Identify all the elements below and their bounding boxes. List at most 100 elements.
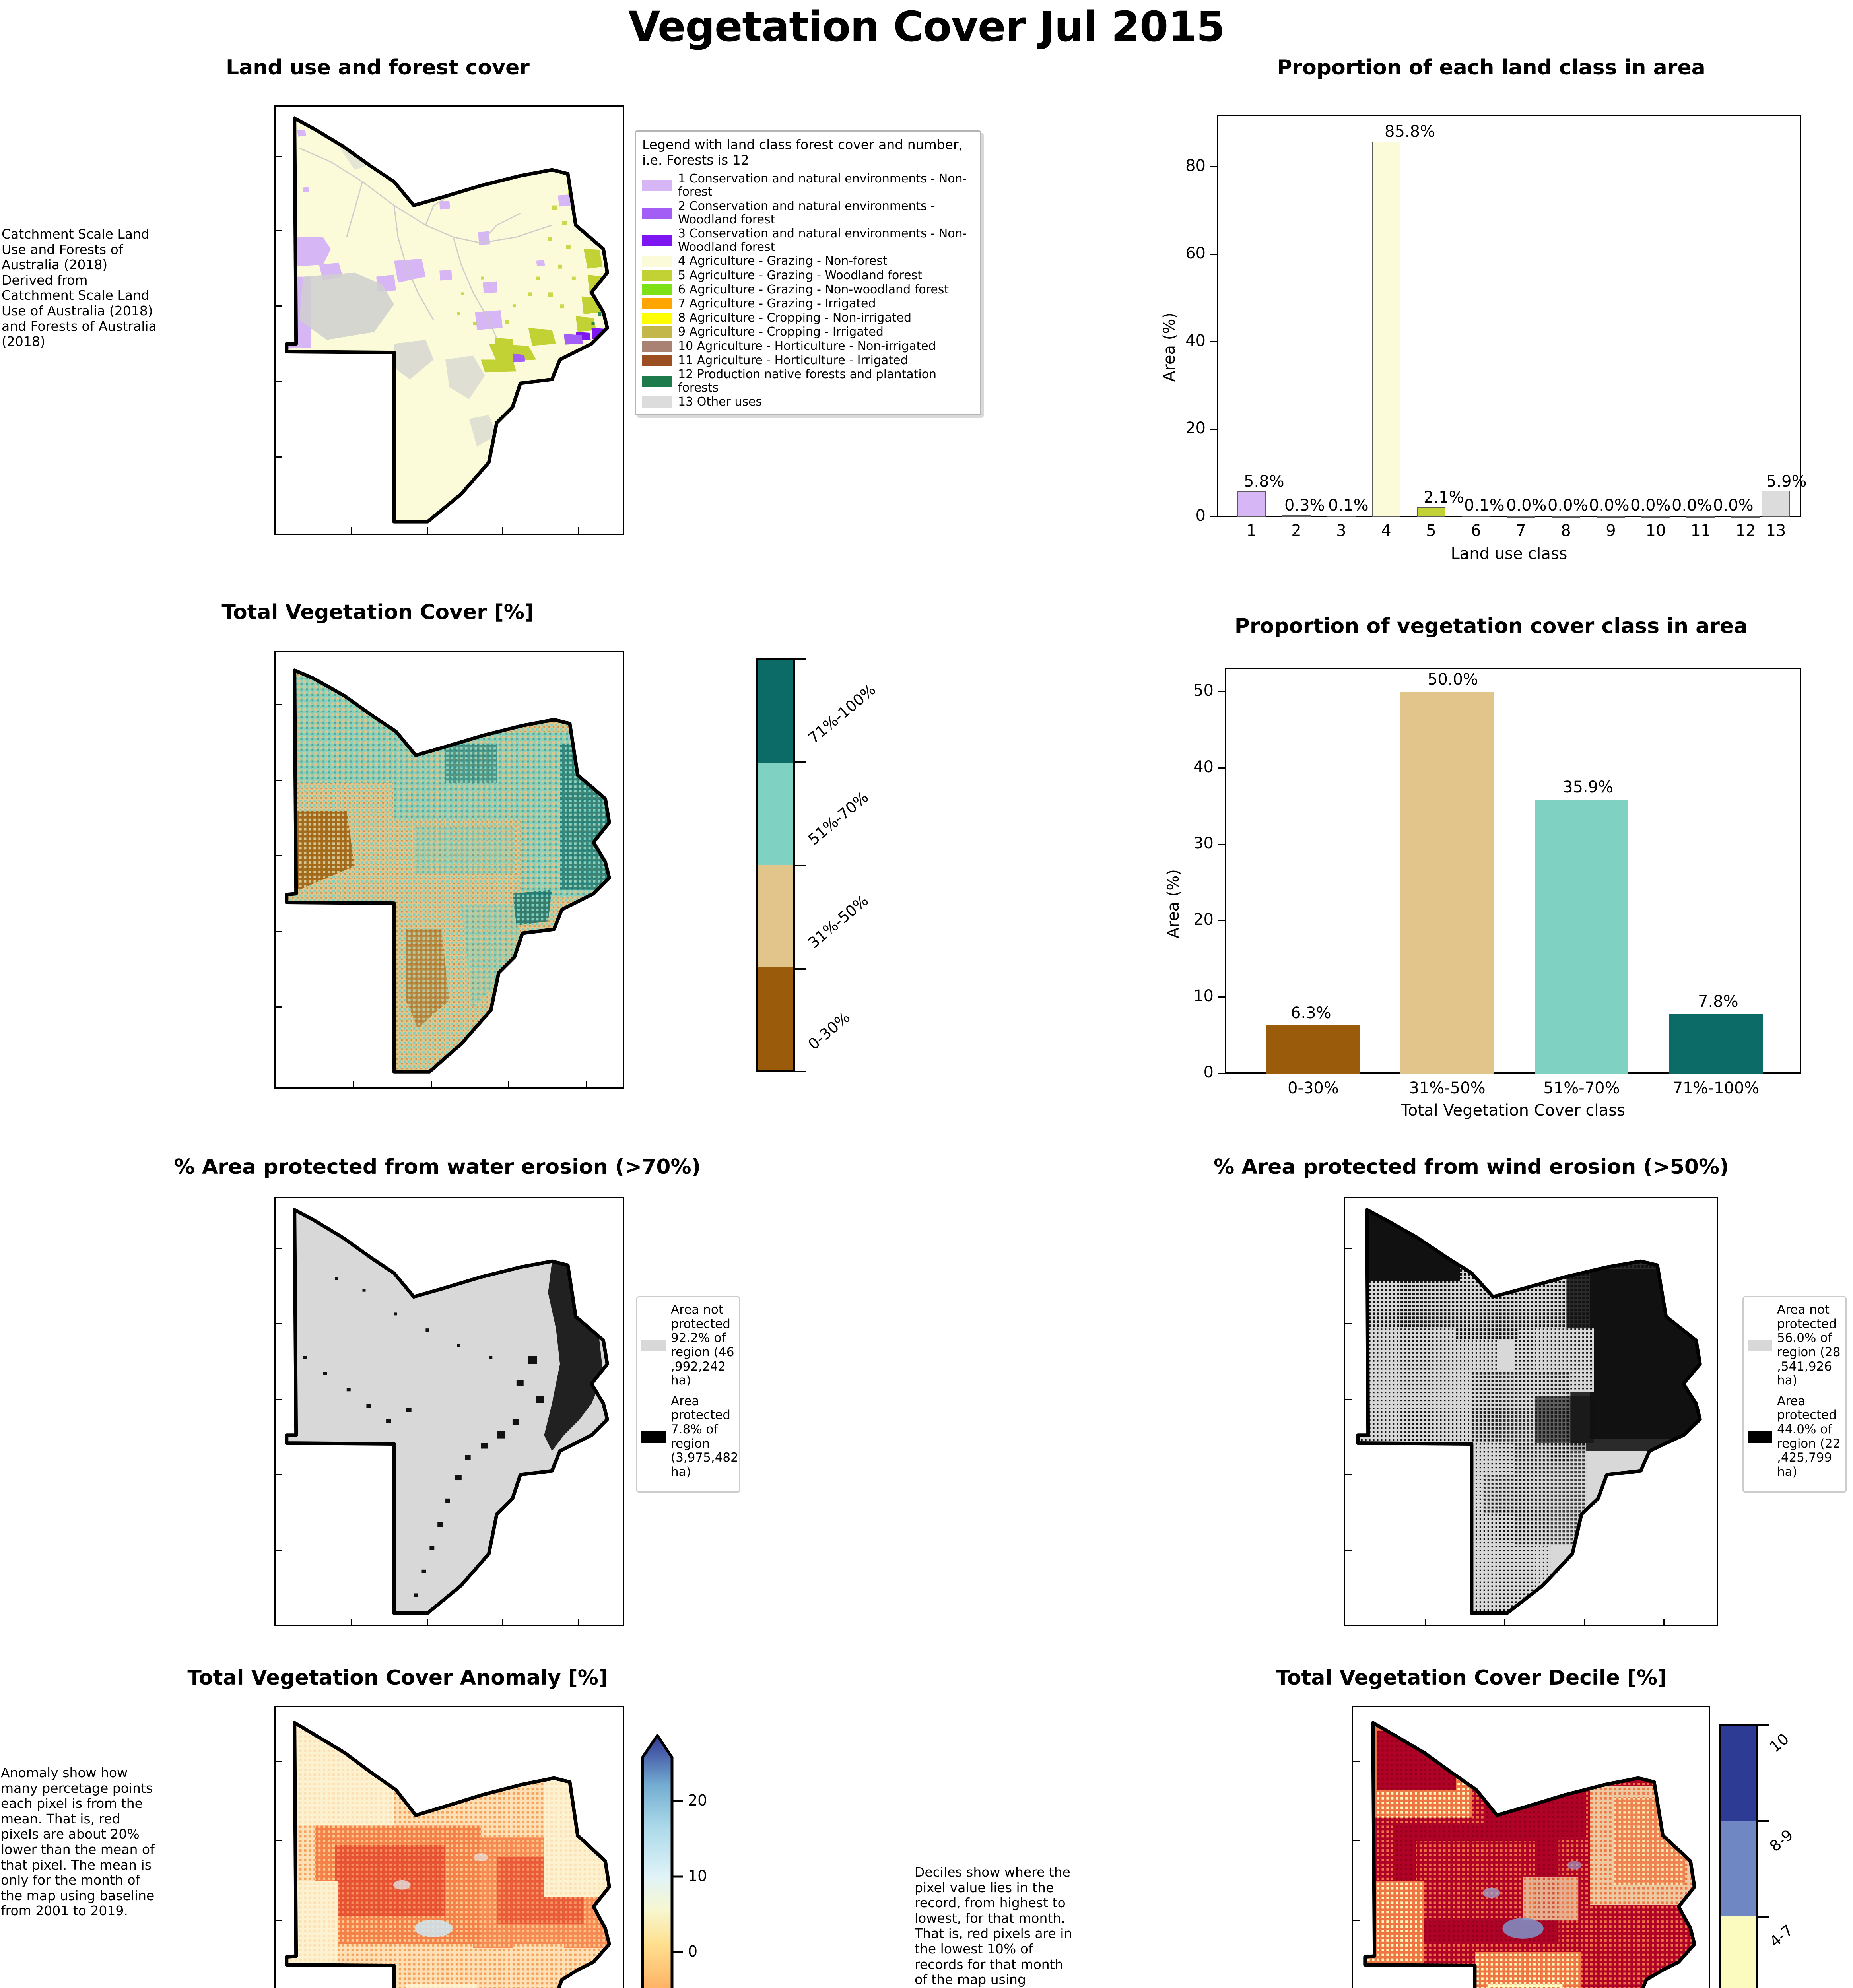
water-erosion-legend: Area not protected 92.2% of region (46 ,…	[636, 1296, 740, 1493]
legend-swatch-6	[642, 284, 672, 295]
legend-swatch-not-protected	[1748, 1339, 1772, 1351]
legend-swatch-4	[642, 256, 672, 267]
landuse-source-note: Catchment Scale Land Use and Forests of …	[2, 226, 157, 349]
anomaly-map[interactable]	[274, 1706, 624, 1988]
legend-label-9: 9 Agriculture - Cropping - Irrigated	[678, 325, 884, 339]
xtick-3: 3	[1336, 522, 1346, 540]
landuse-bar-chart[interactable]: 0 20 40 60 80 Area (%) 5.8% 0.3% 0.1% 85…	[1160, 103, 1853, 573]
legend-item: 13 Other uses	[642, 395, 974, 409]
legend-label-10: 10 Agriculture - Horticulture - Non-irri…	[678, 339, 936, 353]
legend-label-3: 3 Conservation and natural environments …	[678, 227, 967, 254]
xtick-10: 10	[1645, 522, 1666, 540]
bar-1[interactable]	[1237, 491, 1266, 517]
decile-colorbar-segment-8-9	[1721, 1821, 1756, 1916]
legend-item-not-protected: Area not protected 56.0% of region (28 ,…	[1748, 1303, 1841, 1388]
legend-swatch-3	[642, 235, 672, 246]
bar-9[interactable]	[1597, 516, 1625, 518]
wind-erosion-title: % Area protected from wind erosion (>50%…	[1214, 1155, 1729, 1179]
bar-12[interactable]	[1731, 516, 1760, 518]
bar-value-8: 0.0%	[1548, 496, 1588, 514]
decile-colorbar-label-8-9: 8-9	[1766, 1826, 1797, 1855]
legend-swatch-8	[642, 312, 672, 324]
water-erosion-map-graphic	[285, 1208, 609, 1615]
bar-13[interactable]	[1762, 491, 1790, 517]
decile-colorbar[interactable]	[1719, 1724, 1758, 1988]
cover-bar-2[interactable]	[1400, 692, 1494, 1074]
xtick-4: 4	[1381, 522, 1391, 540]
legend-item: 5 Agriculture - Grazing - Woodland fores…	[642, 269, 974, 282]
water-erosion-map[interactable]	[274, 1197, 624, 1626]
cover-colorbar-label-0-30: 0-30%	[804, 1008, 853, 1053]
legend-label-8: 8 Agriculture - Cropping - Non-irrigated	[678, 311, 911, 325]
legend-item: 10 Agriculture - Horticulture - Non-irri…	[642, 340, 974, 353]
legend-swatch-13	[642, 396, 672, 408]
cover-colorbar-segment-31-50	[758, 865, 793, 967]
bar-2[interactable]	[1282, 515, 1311, 517]
legend-swatch-protected	[641, 1431, 666, 1443]
legend-label-protected: Area protected 7.8% of region (3,975,482…	[671, 1394, 738, 1479]
legend-swatch-7	[642, 298, 672, 310]
legend-swatch-2	[642, 207, 672, 219]
cover-chart-axes	[1225, 668, 1801, 1074]
cover-colorbar-label-71-100: 71%-100%	[804, 681, 879, 747]
xtick-2: 2	[1291, 522, 1301, 540]
cover-xtick-2: 31%-50%	[1409, 1079, 1486, 1097]
cover-xtick-1: 0-30%	[1288, 1079, 1339, 1097]
bar-7[interactable]	[1507, 516, 1535, 518]
wind-erosion-map[interactable]	[1344, 1197, 1718, 1626]
decile-note: Deciles show where the pixel value lies …	[915, 1864, 1072, 1988]
legend-swatch-12	[642, 375, 672, 387]
legend-label-4: 4 Agriculture - Grazing - Non-forest	[678, 254, 888, 268]
xtick-6: 6	[1471, 522, 1481, 540]
bar-3[interactable]	[1327, 516, 1356, 517]
decile-colorbar-labels: 10 8-9 4-7 2-3 1	[1758, 1724, 1853, 1988]
cover-class-bar-chart[interactable]: 0 10 20 30 40 50 Area (%) 6.3% 50.0% 35.…	[1164, 644, 1853, 1129]
legend-label-not-protected: Area not protected 92.2% of region (46 ,…	[671, 1303, 734, 1388]
xtick-5: 5	[1426, 522, 1436, 540]
cover-bar-1[interactable]	[1266, 1025, 1360, 1074]
decile-map-graphic	[1363, 1721, 1696, 1988]
cover-colorbar[interactable]	[756, 658, 795, 1072]
landuse-chart-axes	[1217, 115, 1801, 517]
decile-map[interactable]	[1352, 1706, 1710, 1988]
cover-chart-title: Proportion of vegetation cover class in …	[1234, 614, 1748, 638]
bar-5[interactable]	[1417, 507, 1445, 517]
bar-6[interactable]	[1462, 516, 1490, 517]
bar-10[interactable]	[1641, 516, 1670, 518]
landuse-map-title: Land use and forest cover	[226, 56, 530, 80]
legend-item: 1 Conservation and natural environments …	[642, 172, 974, 199]
decile-title: Total Vegetation Cover Decile [%]	[1276, 1666, 1667, 1690]
bar-value-12: 0.0%	[1713, 496, 1754, 514]
cover-bar-3[interactable]	[1535, 800, 1628, 1074]
decile-colorbar-segment-4-7	[1721, 1916, 1756, 1988]
legend-item: 8 Agriculture - Cropping - Non-irrigated	[642, 311, 974, 325]
cover-colorbar-segment-51-70	[758, 762, 793, 865]
anomaly-tick-0: 0	[688, 1943, 698, 1960]
anomaly-colorbar[interactable]: 20 10 0 −10 −20	[635, 1722, 762, 1988]
wind-erosion-legend: Area not protected 56.0% of region (28 ,…	[1742, 1296, 1847, 1493]
anomaly-tick-10: 10	[688, 1867, 707, 1885]
cover-bar-4[interactable]	[1669, 1014, 1763, 1074]
legend-label-6: 6 Agriculture - Grazing - Non-woodland f…	[678, 282, 949, 297]
legend-item: 6 Agriculture - Grazing - Non-woodland f…	[642, 283, 974, 297]
legend-label-1: 1 Conservation and natural environments …	[678, 171, 967, 199]
anomaly-colorbar-graphic	[641, 1734, 683, 1988]
xtick-13: 13	[1766, 522, 1786, 540]
landuse-legend: Legend with land class forest cover and …	[635, 130, 981, 415]
bar-11[interactable]	[1686, 516, 1715, 518]
bar-8[interactable]	[1552, 516, 1580, 518]
total-vegetation-cover-map[interactable]	[274, 651, 624, 1089]
landuse-map[interactable]	[274, 105, 624, 535]
bar-value-4: 85.8%	[1385, 122, 1435, 141]
decile-colorbar-label-4-7: 4-7	[1766, 1921, 1797, 1951]
legend-item: 2 Conservation and natural environments …	[642, 200, 974, 226]
cover-xtick-3: 51%-70%	[1543, 1079, 1620, 1097]
bar-4[interactable]	[1372, 142, 1400, 517]
xtick-1: 1	[1246, 522, 1257, 540]
anomaly-map-graphic	[285, 1721, 611, 1988]
decile-colorbar-segment-10	[1721, 1726, 1756, 1821]
bar-value-1: 5.8%	[1244, 472, 1284, 491]
legend-swatch-5	[642, 270, 672, 281]
decile-colorbar-label-10: 10	[1766, 1730, 1793, 1756]
xtick-12: 12	[1735, 522, 1756, 540]
